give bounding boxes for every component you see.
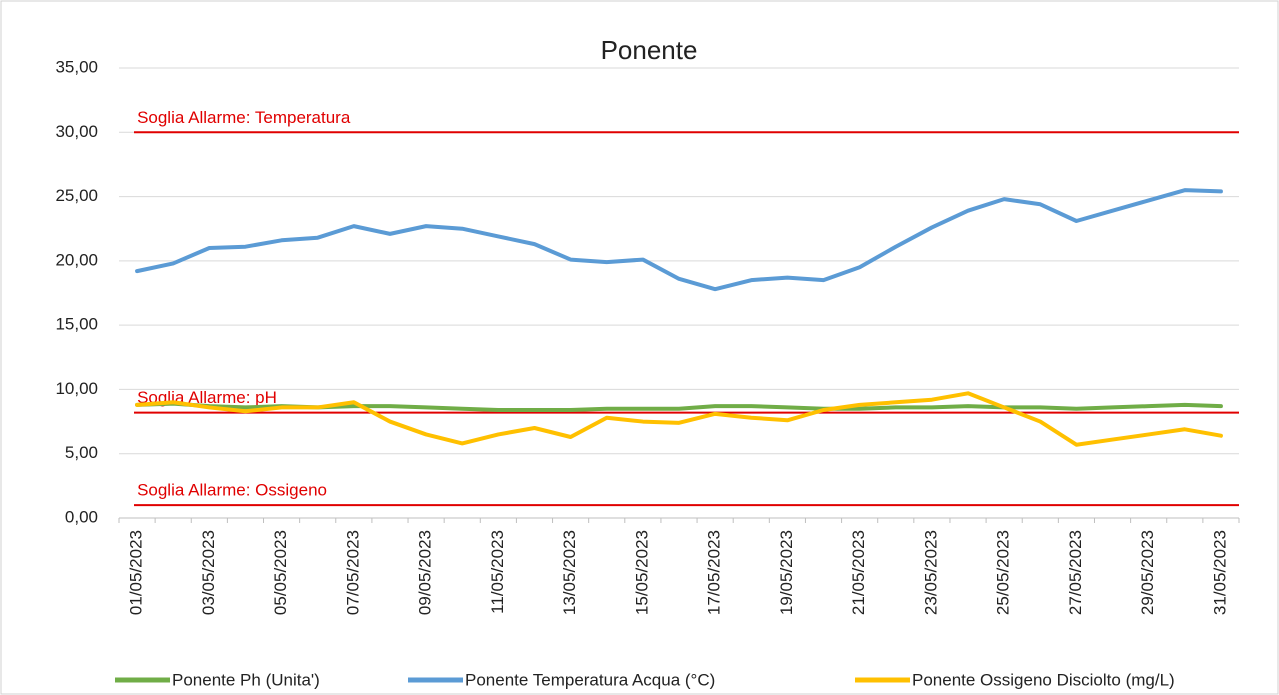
chart-title: Ponente: [601, 35, 698, 65]
x-tick-label: 25/05/2023: [994, 530, 1013, 615]
y-tick-label: 5,00: [65, 443, 98, 462]
series-line: [135, 188, 1223, 292]
legend-label: Ponente Ph (Unita'): [172, 670, 320, 689]
x-tick-label: 09/05/2023: [416, 530, 435, 615]
threshold-label: Soglia Allarme: Temperatura: [137, 108, 351, 127]
x-tick-label: 05/05/2023: [271, 530, 290, 615]
x-tick-label: 03/05/2023: [199, 530, 218, 615]
x-tick-label: 11/05/2023: [488, 530, 507, 614]
y-tick-label: 15,00: [55, 315, 98, 334]
legend-label: Ponente Temperatura Acqua (°C): [465, 670, 715, 689]
x-tick-label: 19/05/2023: [777, 530, 796, 615]
x-tick-label: 23/05/2023: [921, 530, 940, 615]
y-tick-label: 20,00: [55, 250, 98, 269]
x-tick-label: 27/05/2023: [1066, 530, 1085, 615]
y-tick-label: 10,00: [55, 379, 98, 398]
threshold-label: Soglia Allarme: Ossigeno: [137, 481, 327, 500]
x-tick-label: 17/05/2023: [705, 530, 724, 615]
y-tick-label: 0,00: [65, 507, 98, 526]
x-tick-label: 13/05/2023: [560, 530, 579, 615]
series-line: [135, 391, 1223, 447]
y-tick-label: 35,00: [55, 57, 98, 76]
y-tick-label: 30,00: [55, 122, 98, 141]
x-tick-label: 29/05/2023: [1138, 530, 1157, 615]
y-tick-label: 25,00: [55, 186, 98, 205]
x-tick-label: 15/05/2023: [632, 530, 651, 615]
x-tick-label: 07/05/2023: [343, 530, 362, 615]
x-tick-label: 21/05/2023: [849, 530, 868, 615]
x-tick-label: 01/05/2023: [127, 530, 146, 615]
legend-label: Ponente Ossigeno Disciolto (mg/L): [912, 670, 1175, 689]
x-tick-label: 31/05/2023: [1210, 530, 1229, 615]
